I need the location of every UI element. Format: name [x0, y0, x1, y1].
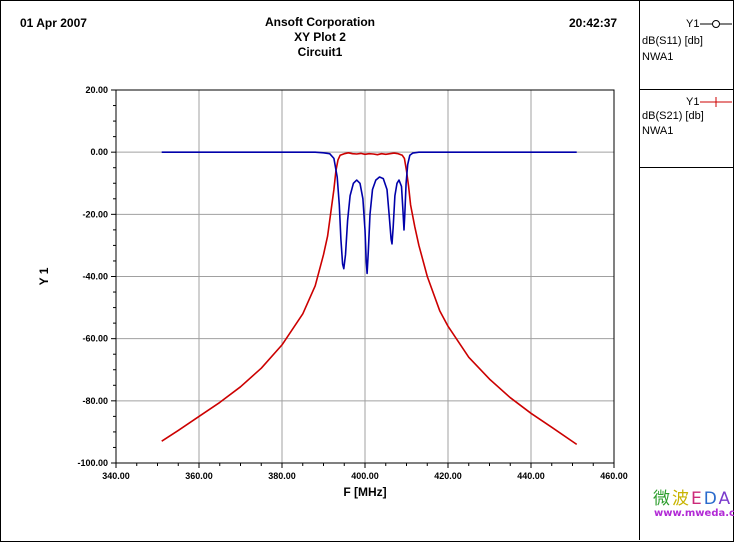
y-tick-label: 20.00 — [85, 85, 108, 95]
company-name: Ansoft Corporation — [265, 15, 375, 29]
plot-grid — [116, 90, 614, 463]
legend-circle-marker — [712, 20, 720, 28]
plot-ticks — [111, 89, 615, 468]
y-tick-label: -80.00 — [82, 396, 108, 406]
legend-source: NWA1 — [642, 125, 674, 137]
plot-date: 01 Apr 2007 — [20, 16, 87, 30]
x-tick-label: 400.00 — [351, 471, 379, 481]
plot-name: XY Plot 2 — [294, 30, 346, 44]
x-tick-label: 380.00 — [268, 471, 296, 481]
y-tick-label: -60.00 — [82, 334, 108, 344]
y-tick-label: -40.00 — [82, 272, 108, 282]
y-tick-label: 0.00 — [90, 147, 108, 157]
plot-traces — [161, 151, 578, 446]
legend-expression: dB(S21) [db] — [642, 110, 704, 122]
y-tick-label: -20.00 — [82, 209, 108, 219]
x-axis-label: F [MHz] — [343, 485, 386, 499]
legend-expression: dB(S11) [db] — [642, 35, 703, 47]
trace-s21 — [161, 152, 578, 446]
x-tick-label: 420.00 — [434, 471, 462, 481]
y-axis-label: Y 1 — [37, 267, 51, 285]
watermark-url: www.mweda.com — [654, 508, 734, 519]
x-tick-label: 360.00 — [185, 471, 213, 481]
x-tick-label: 440.00 — [517, 471, 545, 481]
x-tick-label: 460.00 — [600, 471, 628, 481]
plot-time: 20:42:37 — [569, 16, 618, 30]
x-tick-label: 340.00 — [102, 471, 130, 481]
y-tick-label: -100.00 — [77, 458, 108, 468]
legend-trace-name: Y1 — [686, 96, 700, 108]
legend-trace-name: Y1 — [686, 18, 700, 30]
circuit-name: Circuit1 — [297, 45, 343, 59]
watermark-logo: 微波EDA — [653, 489, 733, 509]
legend-markers — [700, 20, 732, 107]
legend-separator — [640, 167, 734, 168]
legend-source: NWA1 — [642, 51, 674, 63]
legend-separator — [640, 89, 734, 90]
plot-tick-labels: 340.00 360.00 380.00 400.00 420.00 440.00 460.… — [77, 85, 627, 481]
plot-title-block: Ansoft Corporation XY Plot 2 Circuit1 — [220, 15, 420, 60]
legend-divider — [639, 0, 640, 540]
trace-s11 — [161, 151, 577, 275]
